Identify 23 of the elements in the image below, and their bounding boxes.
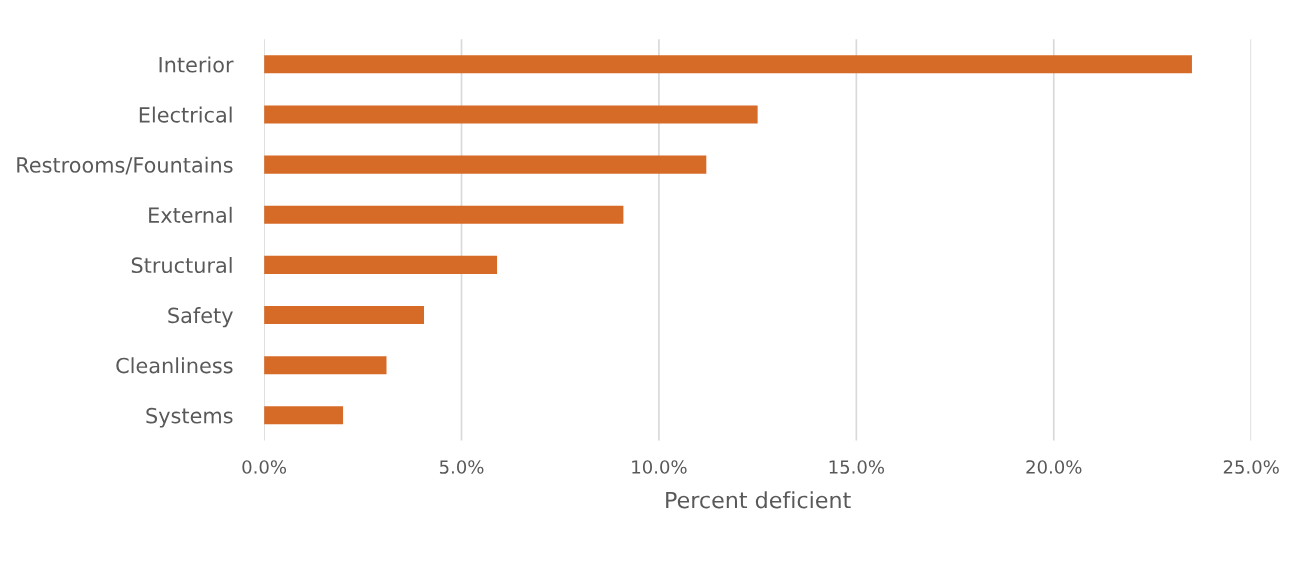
y-tick-label: External — [149, 206, 232, 223]
bar — [264, 55, 1192, 74]
y-tick-label: Interior — [159, 56, 234, 73]
x-tick-label: 10.0% — [632, 460, 687, 474]
y-tick-label: Structural — [131, 256, 232, 274]
x-tick-label: 20.0% — [1026, 460, 1082, 474]
y-tick-label: Systems — [146, 407, 233, 428]
bar — [264, 205, 624, 224]
bar — [264, 105, 758, 124]
y-tick-label: Restrooms/Fountains — [17, 156, 233, 175]
y-tick-label: Electrical — [139, 106, 232, 123]
bar — [264, 255, 498, 274]
bar — [264, 155, 707, 174]
bar — [264, 406, 344, 425]
x-tick-label: 0.0% — [242, 460, 287, 474]
x-axis-title: Percent deficient — [666, 491, 851, 509]
bar — [264, 356, 387, 375]
y-tick-label: Cleanliness — [116, 357, 233, 374]
x-tick-label: 25.0% — [1223, 460, 1279, 474]
x-tick-label: 5.0% — [439, 460, 484, 474]
x-tick-label: 15.0% — [829, 460, 885, 474]
bar — [264, 306, 425, 325]
y-tick-label: Safety — [168, 307, 233, 328]
